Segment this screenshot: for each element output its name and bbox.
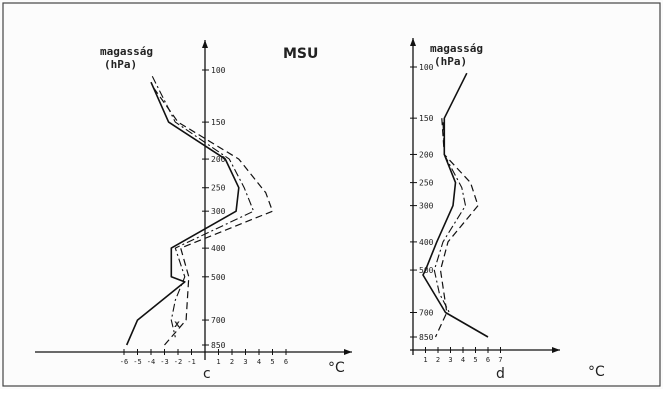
y-tick-label: 300	[419, 202, 434, 211]
y-tick-label: 150	[211, 118, 226, 127]
panel-c-y-arrowhead	[202, 40, 208, 48]
y-tick-label: 400	[419, 238, 434, 247]
y-tick-label: 500	[419, 266, 434, 275]
x-tick-label: 7	[498, 356, 502, 364]
x-tick-label: 2	[436, 356, 440, 364]
x-tick-label: 1	[423, 356, 427, 364]
x-tick-label: -6	[120, 358, 128, 366]
panel-d: magasság (hPa) d °C 100 150 200 250 300 400 50…	[410, 38, 605, 382]
panel-c: magasság (hPa) c °C 100 150 200 250 300 400 50…	[35, 40, 352, 382]
panel-c-xlabel: °C	[328, 360, 345, 376]
panel-d-ylabel-line2: (hPa)	[434, 55, 467, 68]
x-tick-label: -3	[160, 358, 168, 366]
x-tick-label: 1	[216, 358, 220, 366]
panel-c-series-dashed	[153, 87, 274, 346]
panel-d-xlabel: °C	[588, 364, 605, 380]
y-tick-label: 400	[211, 244, 226, 253]
x-tick-label: -4	[147, 358, 155, 366]
panel-c-series-dashdot	[151, 76, 255, 338]
x-tick-label: 3	[243, 358, 247, 366]
y-tick-label: 850	[211, 341, 226, 350]
x-tick-label: 6	[284, 358, 288, 366]
x-tick-label: 4	[257, 358, 261, 366]
y-tick-label: 250	[419, 179, 434, 188]
panel-d-x-arrowhead	[552, 347, 560, 353]
panel-d-series-solid	[422, 72, 489, 338]
x-tick-label: 5	[270, 358, 274, 366]
panel-c-series-solid	[125, 81, 240, 346]
y-tick-label: 100	[419, 63, 434, 72]
x-tick-label: 4	[461, 356, 465, 364]
y-tick-label: 300	[211, 207, 226, 216]
figure-frame	[2, 2, 661, 387]
y-tick-label: 850	[419, 333, 434, 342]
x-tick-label: -1	[187, 358, 195, 366]
x-tick-label: 6	[486, 356, 490, 364]
figure-title: MSU	[283, 46, 318, 62]
y-tick-label: 200	[419, 150, 434, 159]
x-tick-label: 3	[448, 356, 452, 364]
panel-d-label: d	[496, 366, 505, 382]
panel-c-ylabel-line1: magasság	[100, 45, 153, 58]
x-marker-label: x	[174, 319, 180, 330]
panel-d-ylabel-line1: magasság	[430, 42, 483, 55]
y-tick-label: 250	[211, 184, 226, 193]
panel-c-label: c	[203, 366, 211, 382]
panel-d-series-dashdot	[433, 122, 467, 313]
x-tick-label: -2	[174, 358, 182, 366]
y-tick-label: 150	[419, 114, 434, 123]
y-tick-label: 100	[211, 66, 226, 75]
x-tick-label: 5	[473, 356, 477, 364]
panel-c-x-arrowhead	[344, 349, 352, 355]
x-tick-label: -5	[133, 358, 141, 366]
y-tick-label: 700	[211, 316, 226, 325]
y-tick-label: 200	[211, 155, 226, 164]
x-tick-label: 2	[230, 358, 234, 366]
panel-d-y-arrowhead	[410, 38, 416, 46]
panel-c-ylabel-line2: (hPa)	[104, 58, 137, 71]
y-tick-label: 700	[419, 309, 434, 318]
y-tick-label: 500	[211, 273, 226, 282]
